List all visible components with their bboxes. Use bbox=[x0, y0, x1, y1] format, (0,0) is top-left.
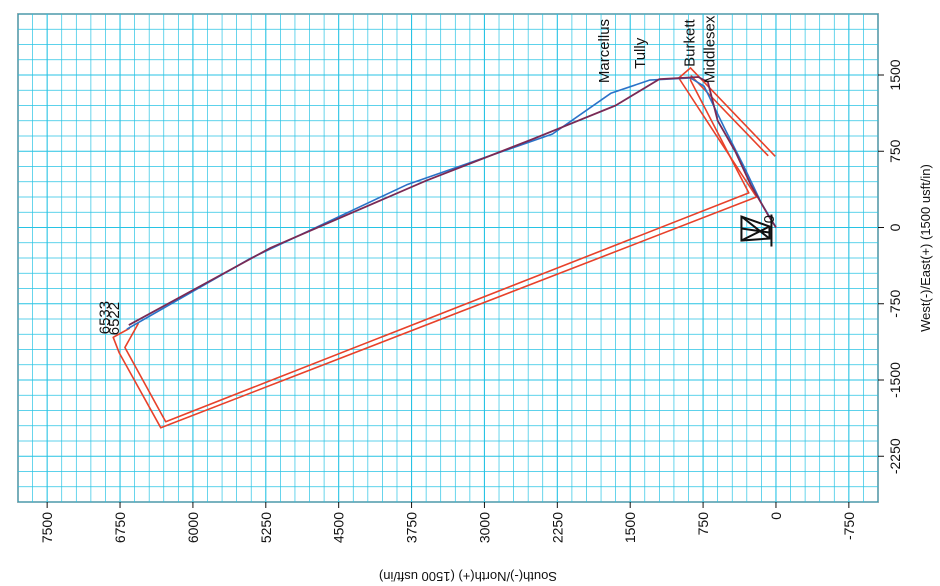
x-tick-label: 4500 bbox=[331, 512, 347, 543]
annotation-label: Marcellus bbox=[596, 19, 613, 83]
annotation-label: 6533 bbox=[96, 301, 113, 334]
annotation-label: 6522 bbox=[106, 302, 123, 335]
x-tick-label: -750 bbox=[841, 512, 857, 540]
y-tick-label: -750 bbox=[887, 290, 903, 318]
x-tick-label: 750 bbox=[695, 512, 711, 536]
series-actual-wellpath bbox=[128, 76, 777, 326]
x-tick-label: 2250 bbox=[549, 512, 565, 543]
annotation-label: Middlesex bbox=[702, 15, 719, 83]
annotation-label: Tully bbox=[632, 37, 649, 69]
y-tick-label: -2250 bbox=[887, 438, 903, 474]
series-outer-boundary bbox=[112, 67, 776, 429]
y-tick-label: 750 bbox=[887, 139, 903, 163]
x-tick-label: 6750 bbox=[112, 512, 128, 543]
annotation-label: 0 bbox=[761, 215, 778, 223]
x-tick-label: 5250 bbox=[258, 512, 274, 543]
x-tick-label: 0 bbox=[768, 512, 784, 520]
series-inner-boundary bbox=[124, 75, 769, 423]
x-tick-label: 6000 bbox=[185, 512, 201, 543]
x-tick-label: 3750 bbox=[404, 512, 420, 543]
rig-icon-bracing bbox=[740, 215, 771, 242]
y-tick-label: -1500 bbox=[887, 362, 903, 398]
y-tick-label: 0 bbox=[887, 223, 903, 231]
y-axis-title: West(-)/East(+) (1500 usft/in) bbox=[918, 164, 933, 332]
x-tick-label: 7500 bbox=[39, 512, 55, 543]
x-tick-label: 1500 bbox=[622, 512, 638, 543]
annotation-label: Burkett bbox=[681, 19, 698, 67]
rig-icon bbox=[740, 214, 773, 247]
x-axis-title: South(-)/North(+) (1500 usft/in) bbox=[379, 569, 557, 584]
x-tick-label: 3000 bbox=[476, 512, 492, 543]
y-tick-label: 1500 bbox=[887, 59, 903, 90]
